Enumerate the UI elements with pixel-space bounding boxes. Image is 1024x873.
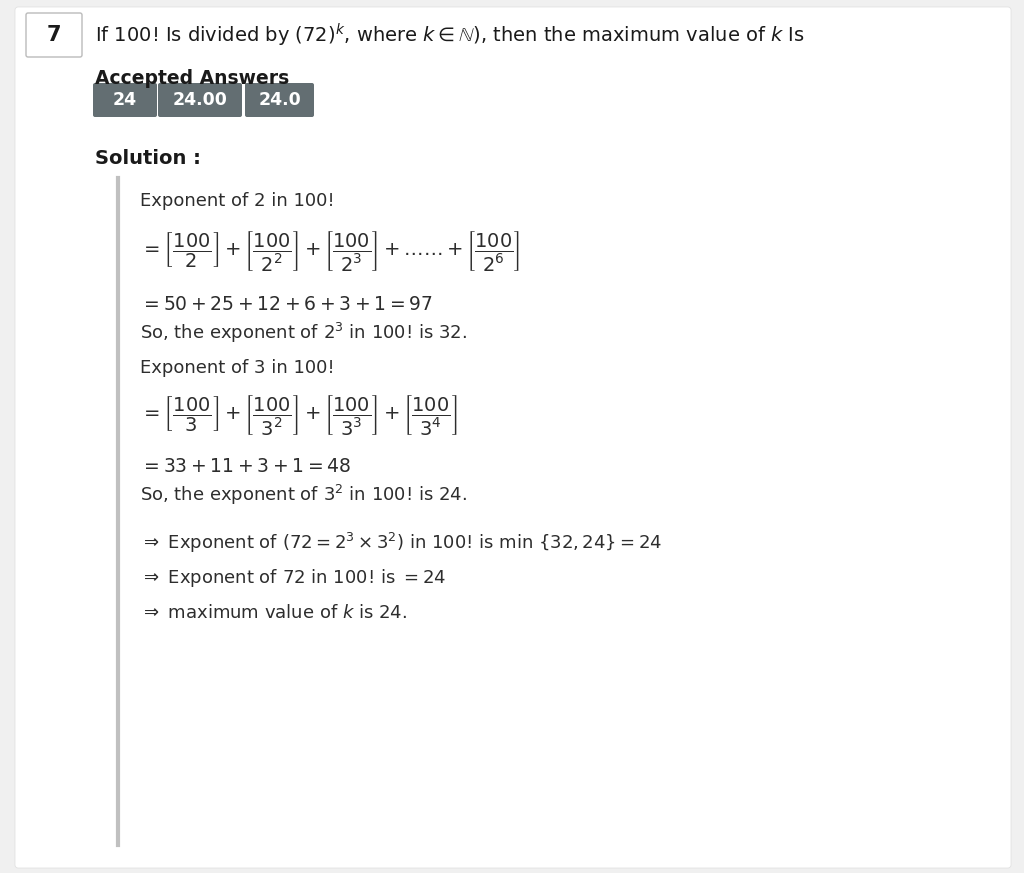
Text: If 100! Is divided by $(72)^k$, where $k \in \mathbb{N}$), then the maximum valu: If 100! Is divided by $(72)^k$, where $k… xyxy=(95,22,805,49)
Text: Exponent of 3 in 100!: Exponent of 3 in 100! xyxy=(140,359,335,377)
Text: Accepted Answers: Accepted Answers xyxy=(95,68,289,87)
Text: 7: 7 xyxy=(47,25,61,45)
Text: 24.00: 24.00 xyxy=(173,91,227,109)
FancyBboxPatch shape xyxy=(93,83,157,117)
FancyBboxPatch shape xyxy=(158,83,242,117)
Text: 24: 24 xyxy=(113,91,137,109)
Text: $\Rightarrow$ maximum value of $k$ is 24.: $\Rightarrow$ maximum value of $k$ is 24… xyxy=(140,604,408,622)
FancyBboxPatch shape xyxy=(15,7,1011,868)
Text: So, the exponent of $3^2$ in 100! is 24.: So, the exponent of $3^2$ in 100! is 24. xyxy=(140,483,467,507)
Text: Exponent of 2 in 100!: Exponent of 2 in 100! xyxy=(140,192,335,210)
Text: 24.0: 24.0 xyxy=(258,91,301,109)
Text: So, the exponent of $2^3$ in 100! is 32.: So, the exponent of $2^3$ in 100! is 32. xyxy=(140,321,467,345)
Text: $= 50 + 25 + 12 + 6 + 3 + 1 = 97$: $= 50 + 25 + 12 + 6 + 3 + 1 = 97$ xyxy=(140,295,433,314)
Text: $= 33 + 11 + 3 + 1 = 48$: $= 33 + 11 + 3 + 1 = 48$ xyxy=(140,457,351,477)
Text: Solution :: Solution : xyxy=(95,148,201,168)
FancyBboxPatch shape xyxy=(245,83,314,117)
Text: $\Rightarrow$ Exponent of 72 in 100! is $= 24$: $\Rightarrow$ Exponent of 72 in 100! is … xyxy=(140,567,446,589)
FancyBboxPatch shape xyxy=(26,13,82,57)
Text: $= \left[\dfrac{100}{3}\right] + \left[\dfrac{100}{3^2}\right]+ \left[\dfrac{100: $= \left[\dfrac{100}{3}\right] + \left[\… xyxy=(140,393,458,437)
Text: $= \left[\dfrac{100}{2}\right] + \left[\dfrac{100}{2^2}\right]+ \left[\dfrac{100: $= \left[\dfrac{100}{2}\right] + \left[\… xyxy=(140,229,520,273)
Text: $\Rightarrow$ Exponent of $(72 = 2^3 \times 3^2)$ in 100! is min $\{32, 24\} = 2: $\Rightarrow$ Exponent of $(72 = 2^3 \ti… xyxy=(140,531,663,555)
